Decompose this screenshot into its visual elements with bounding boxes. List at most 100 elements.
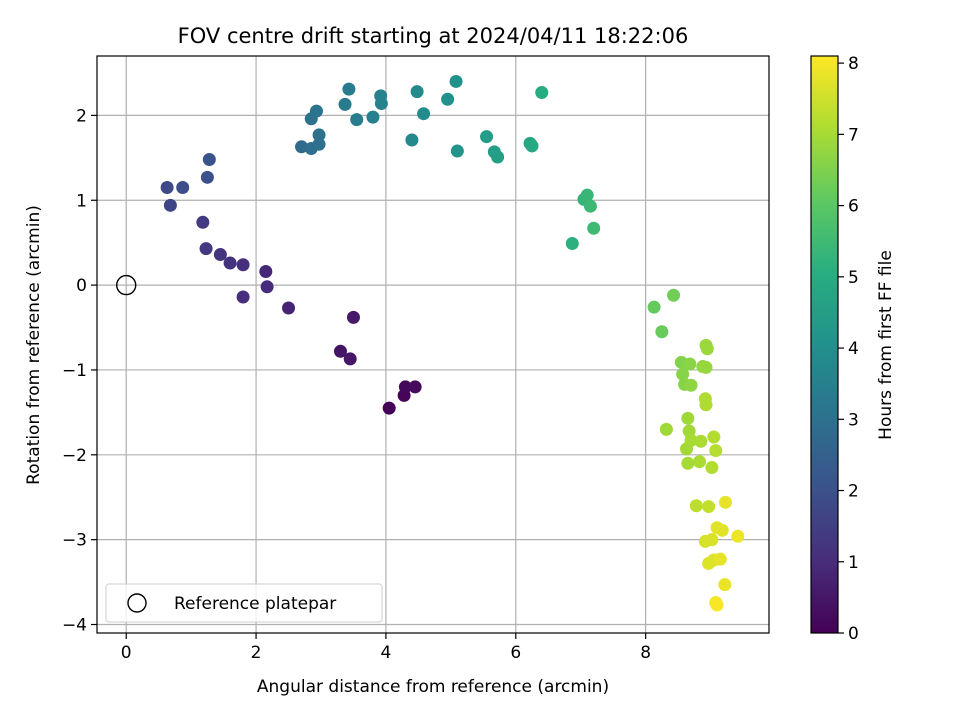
x-axis-label: Angular distance from reference (arcmin) [257,677,609,697]
x-tick-label: 4 [381,643,392,663]
data-point [699,398,713,412]
y-axis-ticks: −4 −3 −2 −1 0 1 2 [62,106,97,636]
data-point [707,430,721,444]
data-point [312,137,326,151]
colorbar-tick-label: 7 [848,125,859,145]
data-point [681,456,695,470]
x-tick-label: 2 [251,643,262,663]
colorbar-tick-label: 0 [848,624,859,644]
data-point [312,128,326,142]
data-point [713,552,727,566]
data-point [176,181,190,195]
data-point [450,144,464,158]
data-point [525,139,539,153]
data-point [718,578,732,592]
reference-marker [116,274,137,296]
colorbar: 0 1 2 3 4 5 6 7 8 Hours from first FF file [810,54,896,644]
data-point [681,411,695,425]
data-point [350,113,364,127]
data-point [715,523,729,537]
data-point [535,85,549,99]
data-point [587,221,601,235]
data-point [705,533,719,547]
data-point [236,258,250,272]
plot-frame [96,55,770,634]
data-point [699,360,713,374]
y-tick-label: −1 [62,361,87,381]
data-point [480,130,494,144]
data-point [333,344,347,358]
x-tick-label: 8 [640,643,651,663]
data-point [200,170,214,184]
data-point [683,357,697,371]
data-point [647,300,661,314]
data-point [491,150,505,164]
data-point [405,133,419,147]
grid-lines [97,56,769,633]
data-point [202,153,216,167]
data-point [659,422,673,436]
colorbar-tick-label: 8 [848,54,859,74]
y-tick-label: 0 [76,276,87,296]
data-point [213,248,227,262]
legend-reference-marker [127,593,147,613]
data-point [709,444,723,458]
data-point [417,107,431,121]
y-tick-label: 2 [76,106,87,126]
data-point [689,499,703,513]
data-point [684,433,698,447]
data-point [199,242,213,256]
data-point [196,215,210,229]
data-point [684,378,698,392]
colorbar-gradient [811,56,838,633]
data-point [441,92,455,106]
y-tick-label: −2 [62,446,87,466]
data-point [163,198,177,212]
data-point [346,310,360,324]
legend-label: Reference platepar [174,594,336,614]
data-point [694,434,708,448]
data-point [398,380,412,394]
data-point [676,367,690,381]
data-point [374,97,388,111]
data-point [700,342,714,356]
data-point [449,74,463,88]
x-tick-label: 6 [510,643,521,663]
data-points [160,74,745,612]
data-point [655,325,669,339]
data-point [342,82,356,96]
data-point [667,288,681,302]
colorbar-tick-label: 2 [848,482,859,502]
data-point [160,181,174,195]
data-point [718,495,732,509]
data-point [259,265,273,279]
data-point [705,461,719,475]
legend-box [105,583,383,623]
chart-title: FOV centre drift starting at 2024/04/11 … [178,24,689,48]
data-point [702,500,716,514]
y-tick-label: 1 [76,191,87,211]
data-point [408,380,422,394]
data-point [710,598,724,612]
data-point [260,280,274,294]
data-point [410,85,424,99]
data-point [338,97,352,111]
data-point [583,199,597,213]
data-point [580,188,594,202]
legend: Reference platepar [105,583,383,623]
colorbar-label: Hours from first FF file [876,250,896,440]
y-axis-label: Rotation from reference (arcmin) [24,205,44,485]
colorbar-ticks: 0 1 2 3 4 5 6 7 8 [838,54,859,644]
y-tick-label: −3 [62,531,87,551]
data-point [236,290,250,304]
data-point [223,256,237,270]
data-point [309,104,323,118]
data-point [731,529,745,543]
data-point [693,455,707,469]
colorbar-tick-label: 1 [848,553,859,573]
y-tick-label: −4 [62,616,87,636]
colorbar-tick-label: 4 [848,339,859,359]
data-point [282,301,296,315]
x-tick-label: 0 [121,643,132,663]
